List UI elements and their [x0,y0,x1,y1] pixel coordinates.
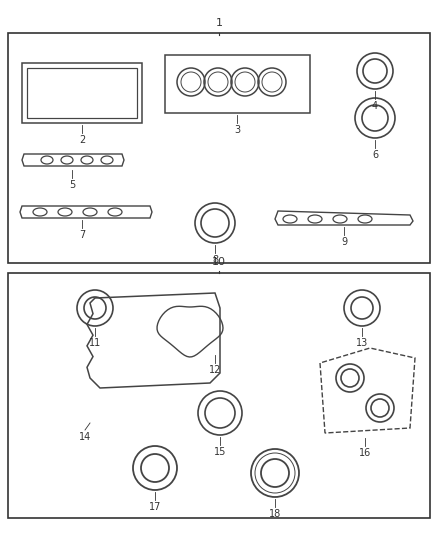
Text: 6: 6 [372,150,378,160]
Text: 1: 1 [215,18,223,28]
Bar [165,55,310,113]
Text: 10: 10 [212,257,226,267]
Text: 5: 5 [69,180,75,190]
Bar [8,33,430,263]
Text: 18: 18 [269,509,281,519]
Text: 11: 11 [89,338,101,348]
Text: 13: 13 [356,338,368,348]
Text: 3: 3 [234,125,240,135]
Text: 17: 17 [149,502,161,512]
Bar [27,68,137,118]
Text: 8: 8 [212,255,218,265]
Text: 16: 16 [359,448,371,458]
Text: 2: 2 [79,135,85,145]
Text: 14: 14 [79,432,91,442]
Text: 7: 7 [79,230,85,240]
Bar [8,273,430,518]
Text: 9: 9 [341,237,347,247]
Text: 12: 12 [209,365,221,375]
Text: 15: 15 [214,447,226,457]
Bar [22,63,142,123]
Text: 4: 4 [372,101,378,111]
